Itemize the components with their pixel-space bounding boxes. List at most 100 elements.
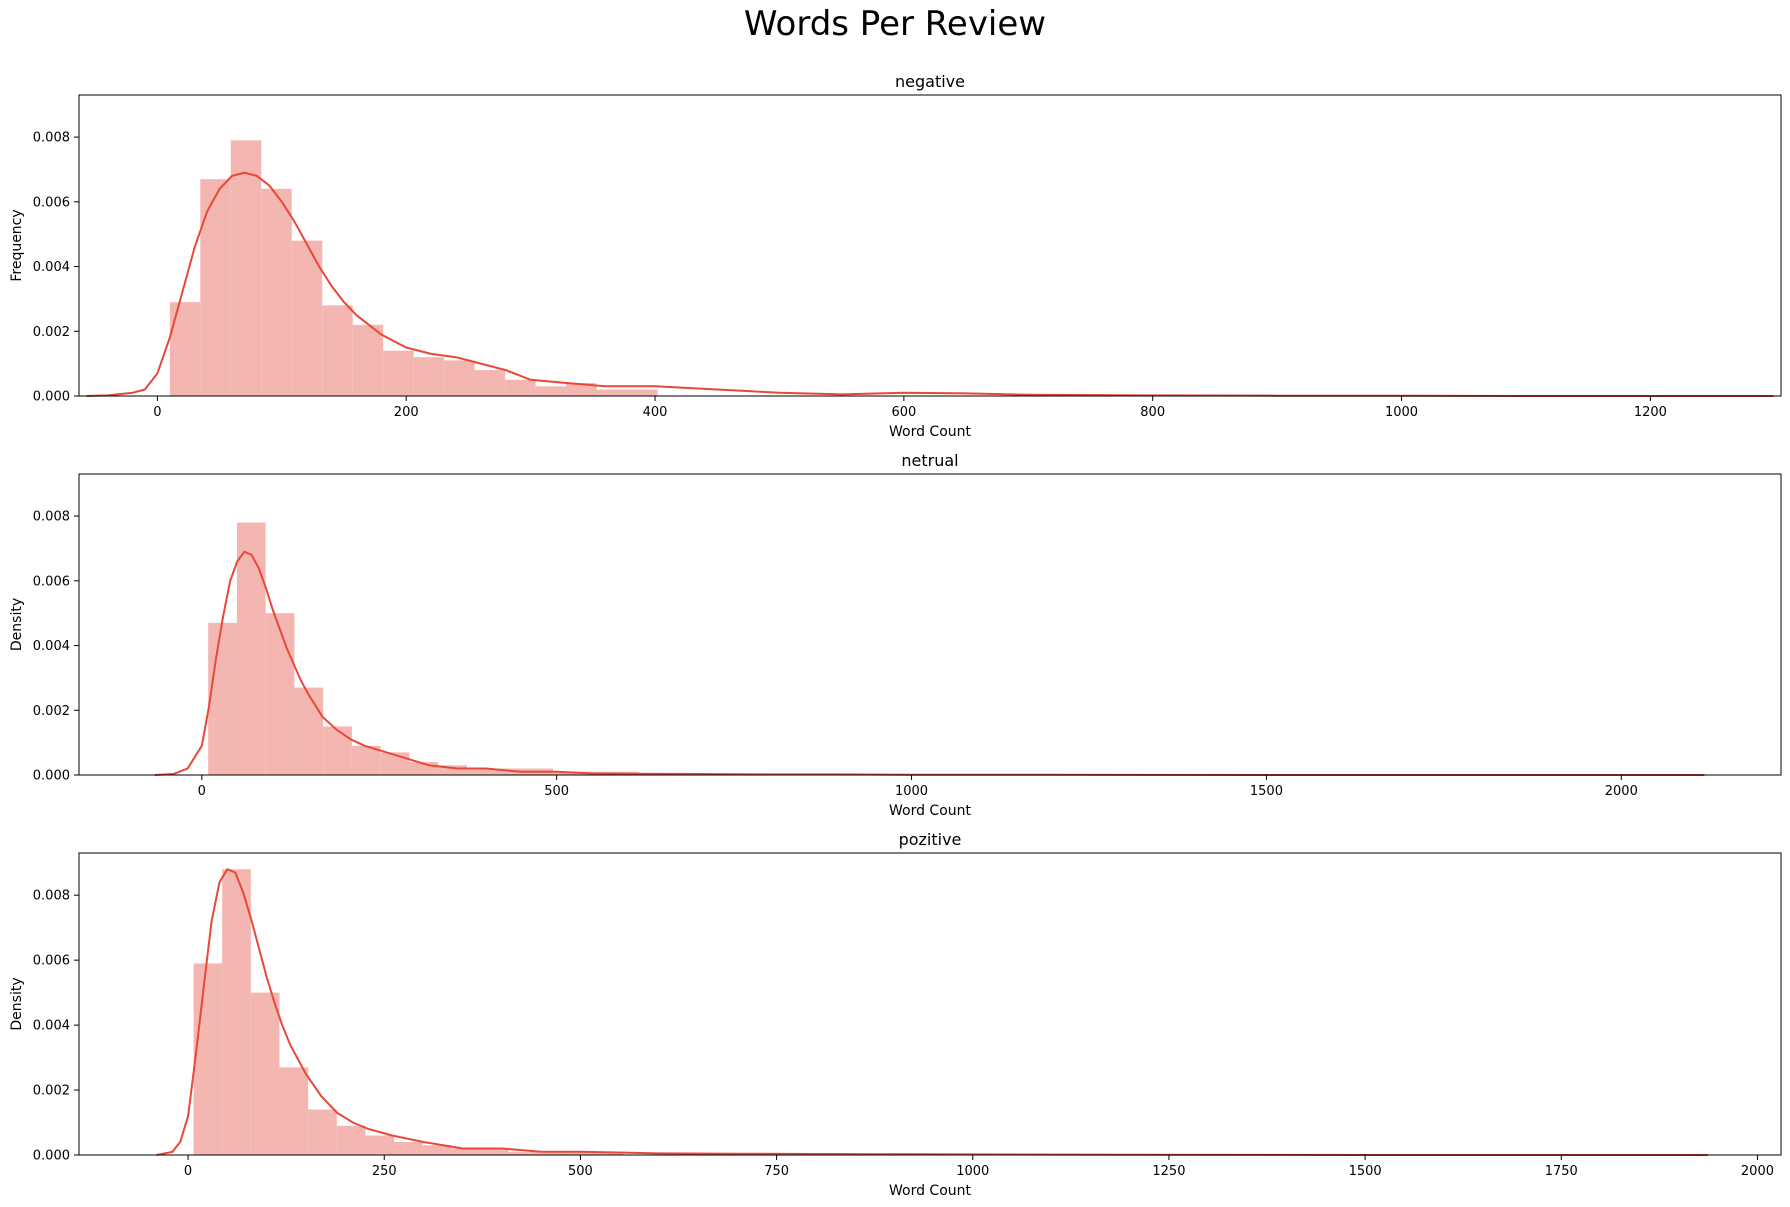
x-tick-label: 200 bbox=[394, 405, 419, 420]
y-tick-label: 0.004 bbox=[33, 1019, 70, 1034]
histogram-bar bbox=[279, 1067, 309, 1155]
x-tick-label: 1000 bbox=[895, 784, 928, 799]
x-tick-label: 250 bbox=[372, 1164, 397, 1179]
y-axis-label: Density bbox=[9, 598, 25, 651]
histogram-bar bbox=[230, 140, 262, 396]
y-tick-label: 0.002 bbox=[33, 325, 70, 340]
y-axis-label: Density bbox=[9, 977, 25, 1030]
x-tick-label: 0 bbox=[198, 784, 206, 799]
histogram-bar bbox=[323, 726, 352, 775]
histogram-bar bbox=[352, 324, 384, 396]
histogram-bar bbox=[627, 389, 658, 396]
histogram-bar bbox=[351, 745, 381, 775]
y-tick-label: 0.000 bbox=[33, 390, 70, 405]
histogram-bar bbox=[294, 687, 324, 775]
y-tick-label: 0.008 bbox=[33, 889, 70, 904]
subplot-title: negative bbox=[895, 72, 965, 91]
x-tick-label: 800 bbox=[1140, 405, 1165, 420]
x-tick-label: 0 bbox=[184, 1164, 192, 1179]
histogram-bar bbox=[291, 240, 323, 396]
histogram-bar bbox=[265, 613, 295, 775]
x-axis-label: Word Count bbox=[889, 424, 972, 440]
y-tick-label: 0.004 bbox=[33, 260, 70, 275]
x-tick-label: 600 bbox=[891, 405, 916, 420]
histogram-bar bbox=[505, 379, 536, 396]
histogram-bar bbox=[222, 869, 251, 1155]
histogram-bar bbox=[565, 1151, 595, 1155]
x-axis-label: Word Count bbox=[889, 803, 972, 819]
histogram-bar bbox=[394, 1142, 423, 1155]
histogram-bar bbox=[422, 1145, 452, 1155]
histogram-bar bbox=[322, 305, 353, 396]
y-tick-label: 0.008 bbox=[33, 510, 70, 525]
histogram-bar bbox=[308, 1109, 337, 1155]
x-tick-label: 1000 bbox=[956, 1164, 989, 1179]
x-tick-label: 2000 bbox=[1605, 784, 1638, 799]
kde-line bbox=[154, 550, 1705, 776]
x-tick-label: 400 bbox=[643, 405, 668, 420]
axes-frame bbox=[78, 473, 1782, 776]
x-tick-label: 1750 bbox=[1545, 1164, 1578, 1179]
x-tick-label: 1200 bbox=[1634, 405, 1667, 420]
y-tick-label: 0.006 bbox=[33, 574, 70, 589]
histogram-bar bbox=[200, 179, 231, 396]
y-tick-label: 0.004 bbox=[33, 639, 70, 654]
x-tick-label: 500 bbox=[544, 784, 569, 799]
x-tick-label: 1500 bbox=[1250, 784, 1283, 799]
histogram-bars bbox=[208, 522, 640, 775]
histogram-bar bbox=[444, 360, 475, 396]
histogram-bar bbox=[553, 771, 582, 775]
subplot-title: netrual bbox=[901, 451, 958, 470]
histogram-bar bbox=[466, 768, 496, 775]
histogram-bar bbox=[169, 302, 201, 396]
histogram-bar bbox=[474, 370, 506, 396]
y-tick-label: 0.000 bbox=[33, 1149, 70, 1164]
histogram-bar bbox=[193, 963, 223, 1155]
histogram-bar bbox=[479, 1148, 509, 1155]
x-tick-label: 750 bbox=[764, 1164, 789, 1179]
x-tick-label: 1500 bbox=[1349, 1164, 1382, 1179]
x-tick-label: 500 bbox=[568, 1164, 593, 1179]
histogram-bar bbox=[508, 1151, 538, 1155]
y-axis-label: Frequency bbox=[9, 209, 25, 281]
x-tick-label: 0 bbox=[153, 405, 161, 420]
histogram-bar bbox=[537, 1151, 566, 1155]
histogram-bar bbox=[451, 1148, 480, 1155]
histogram-bar bbox=[336, 1125, 366, 1155]
histogram-bar bbox=[261, 188, 292, 396]
histogram-bars bbox=[193, 869, 624, 1155]
subplot-title: pozitive bbox=[899, 830, 962, 849]
histogram-bar bbox=[365, 1135, 395, 1155]
histogram-bar bbox=[596, 389, 628, 396]
y-tick-label: 0.002 bbox=[33, 704, 70, 719]
histogram-bar bbox=[383, 350, 414, 396]
y-tick-label: 0.002 bbox=[33, 1084, 70, 1099]
histogram-bar bbox=[535, 386, 567, 396]
subplot-pozitive: 0 250 500 750 1000 1250 1500 1750 2000 0.000 0.002… bbox=[9, 830, 1782, 1199]
histogram-bar bbox=[413, 357, 445, 396]
histogram-bar bbox=[495, 768, 525, 775]
y-tick-label: 0.006 bbox=[33, 195, 70, 210]
kde-line bbox=[156, 867, 1708, 1156]
histogram-bar bbox=[566, 383, 597, 396]
subplot-netrual: 0 500 1000 1500 2000 0.000 0.002 0.004 0.006 0.00… bbox=[9, 451, 1782, 819]
y-tick-label: 0.006 bbox=[33, 954, 70, 969]
histogram-bar bbox=[208, 622, 237, 775]
kde-line bbox=[86, 171, 1774, 397]
x-tick-label: 2000 bbox=[1741, 1164, 1774, 1179]
histogram-bars bbox=[169, 140, 658, 396]
y-tick-label: 0.000 bbox=[33, 769, 70, 784]
x-axis-label: Word Count bbox=[889, 1183, 972, 1199]
histogram-bar bbox=[438, 765, 467, 775]
x-tick-label: 1000 bbox=[1385, 405, 1418, 420]
figure-title: Words Per Review bbox=[744, 4, 1046, 44]
subplot-negative: 0 200 400 600 800 1000 1200 0.000 0.002 0.004 0.00… bbox=[9, 72, 1782, 440]
subplots-container: 0 200 400 600 800 1000 1200 0.000 0.002 0.004 0.00… bbox=[9, 72, 1782, 1199]
axes-frame bbox=[78, 852, 1782, 1156]
x-tick-label: 1250 bbox=[1152, 1164, 1185, 1179]
histogram-bar bbox=[236, 522, 266, 775]
axes-frame bbox=[78, 94, 1782, 397]
histogram-bar bbox=[250, 992, 280, 1155]
y-tick-label: 0.008 bbox=[33, 131, 70, 146]
